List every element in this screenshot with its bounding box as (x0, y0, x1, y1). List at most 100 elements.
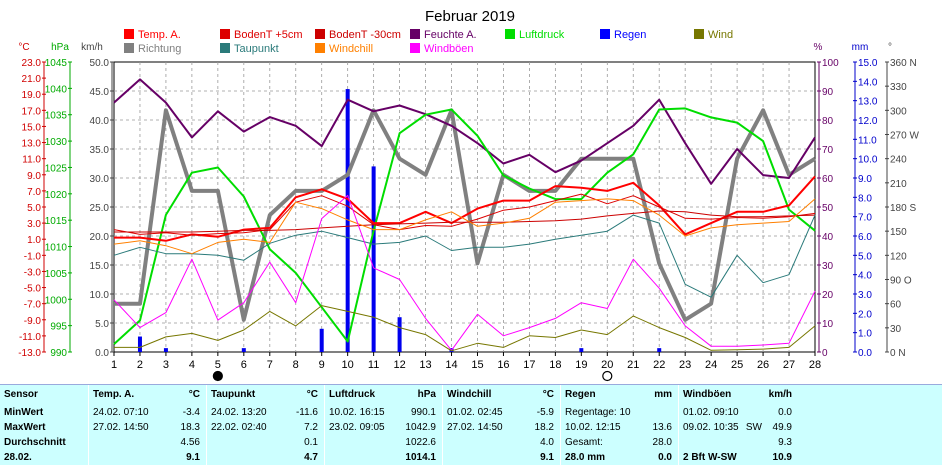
left-axis-tick-label: 30.0 (90, 174, 110, 185)
x-axis-tick-label: 15 (471, 359, 483, 371)
stats-row-value: 9.1 (540, 452, 554, 463)
stats-header-label: Regen (565, 389, 596, 400)
stats-row-direction: SW (745, 422, 762, 433)
stats-row-label: 2 Bft W-SW (683, 452, 737, 463)
legend-swatch-4 (410, 29, 420, 39)
left-axis-tick-label: -3.0 (24, 267, 42, 278)
left-axis-tick-label: -9.0 (24, 316, 42, 327)
stats-header-unit: °C (542, 389, 554, 400)
right-axis-tick-label: 240 (890, 155, 907, 166)
rain-bar-day-22 (657, 348, 662, 352)
stats-row-label: Gesamt: (565, 437, 603, 448)
left-axis-tick-label: 990 (50, 348, 67, 359)
stats-row-value: 9.1 (186, 452, 200, 463)
x-axis-tick-label: 1 (111, 359, 117, 371)
stats-row: 28.0 mm 0.0 (561, 450, 678, 466)
series-line-windchill (113, 198, 816, 255)
stats-row-label: 01.02. 02:45 (447, 407, 503, 418)
left-axis-tick-label: 1030 (45, 137, 68, 148)
legend-swatch-1 (124, 29, 134, 39)
left-axis-tick-label: 1025 (45, 163, 68, 174)
x-axis-tick-label: 22 (653, 359, 665, 371)
stats-header: Windchill °C (443, 387, 560, 403)
stats-row-label: 01.02. 09:10 (683, 407, 739, 418)
stats-row-label: 10.02. 12:15 (565, 422, 621, 433)
right-axis-tick-label: 210 (890, 179, 907, 190)
left-axis-tick-label: 1.0 (27, 235, 41, 246)
stats-column-3: Taupunkt °C 24.02. 13:20 -11.6 22.02. 02:40 7… (206, 385, 324, 465)
legend-label-5: Luftdruck (519, 29, 565, 41)
left-axis-tick-label: -5.0 (24, 284, 42, 295)
right-axis-tick-label: 90 O (890, 276, 912, 287)
stats-row-value: 28.0 (652, 437, 672, 448)
rain-bar-day-11 (371, 166, 376, 352)
stats-header: Sensor (0, 387, 88, 403)
right-axis-tick-label: 40 (822, 232, 834, 243)
right-axis-tick-label: 0.0 (858, 348, 872, 359)
stats-row-value: 18.2 (534, 422, 554, 433)
left-axis-unit-1: °C (18, 42, 29, 53)
legend-label-9: Taupunkt (234, 43, 279, 55)
legend-swatch-8 (124, 43, 134, 53)
x-axis-tick-label: 18 (549, 359, 561, 371)
left-axis-tick-label: 5.0 (27, 203, 41, 214)
right-axis-tick-label: 14.0 (858, 77, 878, 88)
stats-column-1: Sensor MinWert MaxWert Durchschnitt 28.02. (0, 385, 88, 465)
stats-column-2: Temp. A. °C 24.02. 07:10 -3.4 27.02. 14:50 18… (88, 385, 206, 465)
left-axis-tick-label: 5.0 (95, 319, 109, 330)
legend-label-8: Richtung (138, 43, 181, 55)
stats-row-value: 0.0 (778, 407, 792, 418)
legend-swatch-9 (220, 43, 230, 53)
legend-label-2: BodenT +5cm (234, 29, 303, 41)
stats-row: 27.02. 14:50 18.3 (89, 420, 206, 436)
stats-column-7: Windböen km/h 01.02. 09:10 0.0 09.02. 10:35 S… (678, 385, 798, 465)
stats-row: MinWert (0, 405, 88, 421)
right-axis-tick-label: 180 S (890, 203, 916, 214)
right-axis-tick-label: 1.0 (858, 329, 872, 340)
stats-row-value: 4.0 (540, 437, 554, 448)
right-axis-tick-label: 60 (890, 300, 902, 311)
stats-header-unit: mm (654, 389, 672, 400)
left-axis-tick-label: 23.0 (22, 58, 42, 69)
x-axis-tick-label: 10 (342, 359, 354, 371)
right-axis-tick-label: 0 N (890, 348, 906, 359)
x-axis-tick-label: 21 (627, 359, 639, 371)
stats-header-label: Windchill (447, 389, 492, 400)
stats-row-value: 4.56 (180, 437, 200, 448)
left-axis-tick-label: 11.0 (22, 155, 41, 166)
stats-row: 9.1 (443, 450, 560, 466)
legend-label-7: Wind (708, 29, 733, 41)
stats-row-value: 1042.9 (405, 422, 436, 433)
right-axis-tick-label: 270 W (890, 131, 919, 142)
x-axis-tick-label: 19 (575, 359, 587, 371)
right-axis-tick-label: 8.0 (858, 193, 872, 204)
left-axis-tick-label: -1.0 (24, 251, 42, 262)
left-axis-tick-label: 40.0 (90, 116, 110, 127)
right-axis-tick-label: 11.0 (858, 135, 877, 146)
series-line-windb-en (113, 194, 816, 351)
x-axis-tick-label: 24 (705, 359, 717, 371)
stats-row: 22.02. 02:40 7.2 (207, 420, 324, 436)
left-axis-tick-label: 1035 (45, 111, 68, 122)
left-axis-tick-label: 20.0 (90, 232, 110, 243)
stats-row-label: Regentage: 10 (565, 407, 631, 418)
right-axis-tick-label: 90 (822, 87, 834, 98)
left-axis-tick-label: 3.0 (27, 219, 41, 230)
stats-header-unit: km/h (768, 389, 792, 400)
x-axis-tick-label: 2 (137, 359, 143, 371)
rain-bar-day-6 (241, 348, 246, 352)
left-axis-tick-label: 1005 (45, 269, 68, 280)
series-line-feuchte-a- (113, 78, 816, 185)
x-axis-tick-label: 6 (241, 359, 247, 371)
stats-row-value: 990.1 (410, 407, 436, 418)
x-axis-tick-label: 23 (679, 359, 691, 371)
left-axis-tick-label: 19.0 (22, 90, 42, 101)
x-axis-tick-label: 20 (601, 359, 613, 371)
right-axis-tick-label: 3.0 (858, 290, 872, 301)
right-axis-tick-label: 150 (890, 227, 907, 238)
statistics-table: Sensor MinWert MaxWert Durchschnitt 28.02. Te… (0, 384, 942, 465)
right-axis-tick-label: 7.0 (858, 213, 872, 224)
stats-row-label: 22.02. 02:40 (211, 422, 267, 433)
stats-header-label: Sensor (4, 389, 38, 400)
stats-header-unit: °C (188, 389, 200, 400)
